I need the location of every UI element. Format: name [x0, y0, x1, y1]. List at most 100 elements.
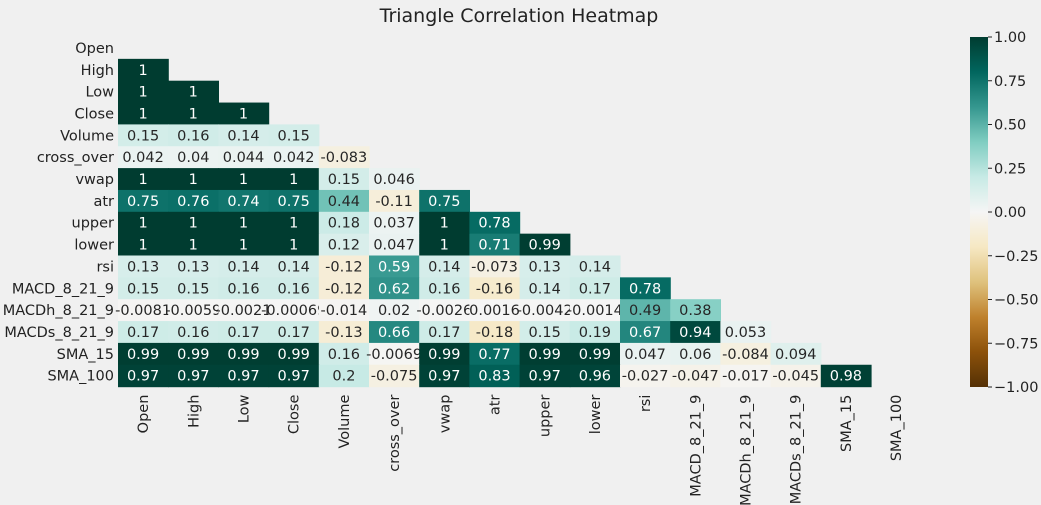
heatmap-cell: [168, 80, 219, 104]
cell-value-label: 0.99: [579, 347, 611, 363]
y-tick-label: Open: [75, 41, 114, 57]
heatmap-cell: [168, 168, 219, 191]
heatmap-cell: [318, 146, 370, 169]
cell-value-label: 0.14: [278, 259, 310, 275]
heatmap-cell: [118, 146, 169, 169]
cell-value-label: 0.59: [378, 259, 410, 275]
cell-value-label: 0.13: [177, 259, 209, 275]
heatmap-cell: [670, 299, 721, 322]
cell-value-label: 1: [138, 172, 147, 188]
heatmap-cell: [318, 189, 370, 213]
cell-value-label: -0.073: [471, 259, 518, 275]
cell-value-label: 0.99: [177, 347, 209, 363]
heatmap-cell: [519, 233, 571, 257]
heatmap-cell: [218, 255, 270, 278]
heatmap-cell: [118, 277, 169, 300]
cell-value-label: 0.99: [428, 347, 460, 363]
y-tick-label: MACD_8_21_9: [12, 281, 114, 297]
cell-value-label: 0.17: [127, 325, 159, 341]
cell-value-label: 1: [289, 238, 298, 254]
cell-value-label: 0.38: [679, 303, 711, 319]
colorbar-tick-label: 1.00: [994, 30, 1026, 46]
cell-value-label: 0.94: [679, 325, 711, 341]
cell-value-label: 0.15: [278, 128, 310, 144]
cell-value-label: -0.045: [772, 369, 819, 385]
heatmap-cell: [118, 124, 169, 147]
cell-value-label: -0.11: [375, 194, 413, 210]
heatmap-cell: [118, 168, 169, 191]
cell-value-label: 0.75: [278, 194, 310, 210]
cell-value-label: 0.97: [278, 369, 310, 385]
cell-value-label: 0.14: [529, 281, 561, 297]
heatmap-cell: [569, 364, 621, 388]
y-tick-label: Close: [75, 106, 115, 122]
heatmap-cell: [218, 211, 270, 235]
cell-value-label: 0.16: [177, 128, 209, 144]
y-tick-label: vwap: [75, 172, 114, 188]
cell-value-label: 0.042: [273, 150, 315, 166]
cell-value-label: 0.17: [579, 281, 611, 297]
cell-value-label: 0.15: [177, 281, 209, 297]
cell-value-label: -0.0042: [517, 303, 573, 319]
cell-value-label: 0.14: [227, 259, 259, 275]
cell-value-label: 1: [189, 216, 198, 232]
heatmap-cell: [469, 299, 521, 322]
heatmap-cell: [268, 342, 320, 366]
heatmap-cell: [218, 342, 270, 366]
cell-value-label: 1: [189, 106, 198, 122]
cell-value-label: 0.49: [629, 303, 661, 319]
cell-value-label: 1: [239, 172, 248, 188]
x-tick-label: High: [186, 395, 202, 428]
x-tick-label: SMA_100: [889, 395, 905, 462]
cell-value-label: 0.16: [428, 281, 460, 297]
cell-value-label: 1: [138, 106, 147, 122]
cell-value-label: 0.06: [679, 347, 711, 363]
y-tick-label: High: [81, 63, 114, 79]
heatmap-cell: [268, 299, 320, 322]
heatmap-cell: [369, 255, 420, 278]
heatmap-cell: [168, 124, 219, 147]
cell-value-label: -0.12: [325, 281, 363, 297]
heatmap-cell: [419, 211, 470, 235]
heatmap-cell: [118, 102, 169, 125]
colorbar-tick-label: −0.50: [994, 293, 1038, 309]
heatmap-cell: [318, 342, 370, 366]
heatmap-cell: [218, 189, 270, 213]
x-tick-label: Close: [287, 395, 303, 435]
heatmap-cell: [168, 233, 219, 257]
cell-value-label: 0.19: [579, 325, 611, 341]
heatmap-cell: [268, 168, 320, 191]
x-axis-labels: Open High Low Close Volume cross_over vwap atr u…: [136, 394, 905, 505]
heatmap-cell: [168, 102, 219, 125]
cell-value-label: 0.13: [127, 259, 159, 275]
heatmap-cell: [369, 277, 420, 300]
heatmap-cell: [770, 364, 822, 388]
heatmap-cell: [419, 299, 470, 322]
x-tick-label: Volume: [337, 395, 353, 449]
heatmap-cell: [318, 299, 370, 322]
cell-value-label: 0.044: [223, 150, 265, 166]
heatmap-cell: [620, 342, 671, 366]
heatmap-cell: [419, 255, 470, 278]
x-tick-label: rsi: [638, 395, 654, 413]
cell-value-label: 0.99: [278, 347, 310, 363]
x-tick-label: MACDh_8_21_9: [739, 395, 755, 505]
heatmap-cell: [369, 211, 420, 235]
y-tick-label: lower: [74, 238, 114, 254]
colorbar-tick-label: 0.25: [994, 161, 1026, 177]
cell-value-label: 1: [138, 85, 147, 101]
x-tick-label: vwap: [437, 395, 453, 434]
cell-value-label: -0.017: [722, 369, 769, 385]
cell-value-label: 0.62: [378, 281, 410, 297]
heatmap-cells: 1 1 1 1 1 1 0.15 0.16 0.14 0.15 0.042 0.04 0.044 0.04…: [115, 58, 872, 388]
cell-value-label: 0.2: [332, 369, 355, 385]
heatmap-cell: [569, 342, 621, 366]
heatmap-cell: [268, 146, 320, 169]
heatmap-cell: [318, 255, 370, 278]
cell-value-label: -0.0059: [165, 303, 221, 319]
heatmap-cell: [519, 255, 571, 278]
heatmap-cell: [519, 364, 571, 388]
cell-value-label: 0.15: [127, 128, 159, 144]
